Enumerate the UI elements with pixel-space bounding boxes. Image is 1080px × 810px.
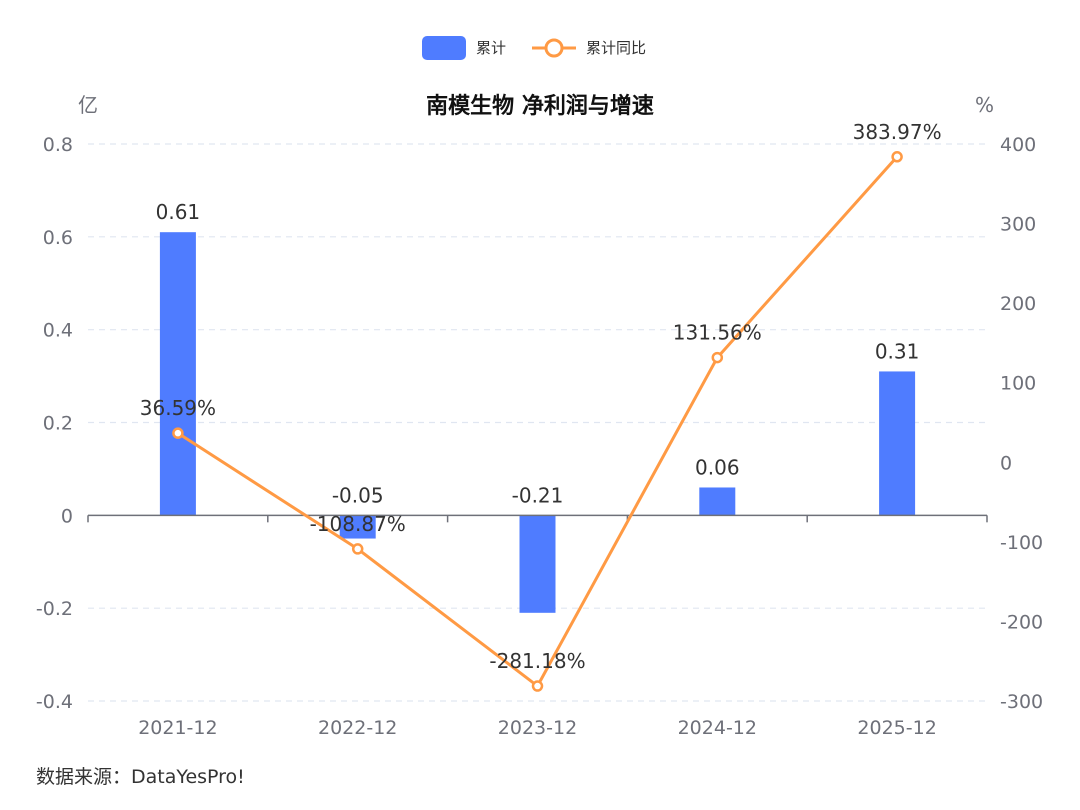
x-axis-tick-label: 2024-12: [678, 717, 757, 739]
bar-series: [159, 232, 916, 613]
bar: [159, 232, 196, 516]
bar-value-label: 0.61: [156, 200, 201, 224]
data-labels: 0.61 -0.05 -0.21 0.06 0.31 36.59% -108.87% -281…: [140, 120, 942, 673]
left-axis-tick-label: 0: [61, 505, 73, 527]
bar-value-label: 0.06: [695, 455, 740, 479]
left-axis-tick-label: 0.2: [43, 413, 73, 435]
legend-line-label[interactable]: 累计同比: [586, 39, 646, 57]
right-axis-tick-label: -100: [1000, 532, 1043, 554]
grid-lines: [88, 143, 987, 702]
left-axis-tick-label: -0.2: [36, 598, 73, 620]
x-axis-tick-label: 2022-12: [318, 717, 397, 739]
line-value-label: 383.97%: [853, 120, 942, 144]
legend-bar-swatch[interactable]: [422, 36, 466, 60]
line-point: [351, 543, 364, 555]
line-value-label: 131.56%: [673, 321, 762, 345]
line-point: [531, 680, 544, 692]
right-axis-tick-label: -300: [1000, 691, 1043, 713]
x-axis-tick-label: 2023-12: [498, 717, 577, 739]
bar: [879, 371, 916, 516]
right-axis-tick-label: 100: [1000, 373, 1036, 395]
line-point: [172, 427, 184, 439]
line-series: [172, 151, 903, 692]
line-value-label: 36.59%: [140, 396, 216, 420]
line-point: [711, 351, 724, 364]
left-axis-tick-label: 0.8: [43, 134, 73, 156]
bar-value-label: -0.21: [512, 483, 564, 507]
line-value-label: -108.87%: [310, 512, 406, 536]
bar: [339, 515, 376, 539]
legend-bar-label[interactable]: 累计: [476, 39, 506, 57]
right-axis-tick-label: 300: [1000, 214, 1036, 236]
line-value-label: -281.18%: [489, 649, 585, 673]
source-note: 数据来源：DataYesPro!: [36, 766, 245, 788]
legend[interactable]: 累计 累计同比: [422, 36, 646, 60]
x-axis-tick-label: 2021-12: [138, 717, 217, 739]
x-axis: 2021-12 2022-12 2023-12 2024-12 2025-12: [87, 514, 988, 739]
line-point: [891, 151, 903, 163]
left-axis-tick-label: 0.4: [43, 320, 73, 342]
x-axis-tick-label: 2025-12: [857, 717, 936, 739]
left-axis-ticks: 0.8 0.6 0.4 0.2 0 -0.2 -0.4: [36, 134, 73, 713]
bar: [519, 515, 556, 613]
right-axis-tick-label: -200: [1000, 611, 1043, 633]
legend-line-marker[interactable]: [544, 38, 564, 58]
right-axis-tick-label: 0: [1000, 452, 1012, 474]
right-axis-tick-label: 200: [1000, 293, 1036, 315]
bar: [699, 487, 736, 516]
left-axis-tick-label: 0.6: [43, 227, 73, 249]
right-axis-tick-label: 400: [1000, 134, 1036, 156]
chart-title: 南模生物 净利润与增速: [426, 93, 654, 119]
bar-value-label: 0.31: [875, 339, 920, 363]
bar-value-label: -0.05: [332, 483, 384, 507]
right-axis-ticks: 400 300 200 100 0 -100 -200 -300: [1000, 134, 1043, 713]
right-axis-unit: %: [975, 93, 994, 117]
left-axis-unit: 亿: [78, 93, 98, 117]
left-axis-tick-label: -0.4: [36, 691, 73, 713]
